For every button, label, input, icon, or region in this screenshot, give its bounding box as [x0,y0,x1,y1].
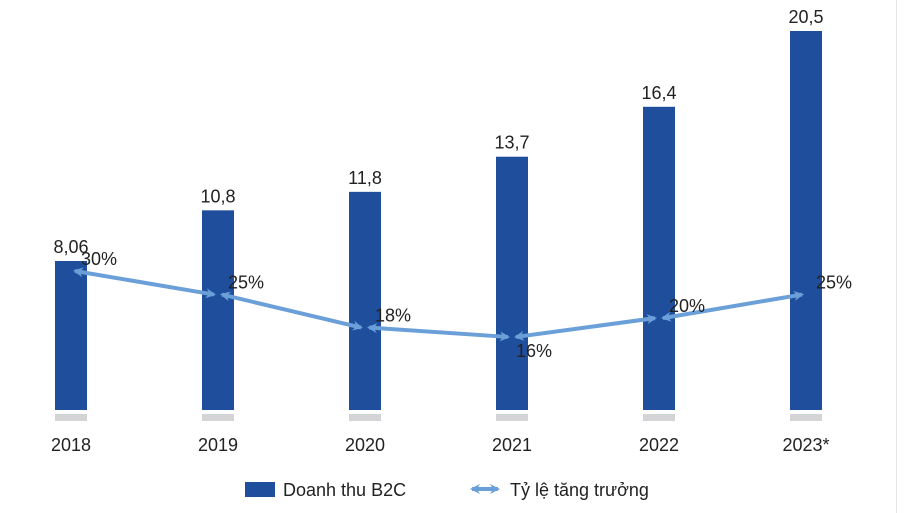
axis-tick-mark [643,414,675,421]
growth-value-label: 20% [669,296,705,316]
right-border [896,0,897,513]
bar-value-label: 13,7 [494,133,529,153]
growth-value-label: 30% [81,249,117,269]
axis-tick-mark [55,414,87,421]
bar-2020 [349,191,381,410]
axis-tick-mark [790,414,822,421]
x-tick-label: 2018 [51,435,91,455]
bar-value-label: 20,5 [788,7,823,27]
bar-value-label: 11,8 [348,168,382,188]
x-tick-label: 2023* [782,435,829,455]
bar-2022 [643,106,675,411]
x-tick-label: 2022 [639,435,679,455]
bar-2018 [55,260,87,410]
axis-tick-mark [496,414,528,421]
legend-label-line: Tỷ lệ tăng trưởng [510,480,649,500]
growth-line-segment [73,267,216,299]
growth-value-label: 16% [516,341,552,361]
bar-2023* [790,31,822,410]
growth-line-segment [220,291,363,331]
x-tick-label: 2020 [345,435,385,455]
bar-value-label: 10,8 [200,186,235,206]
legend-swatch-bar [245,482,275,497]
axis-tick-mark [349,414,381,421]
bar-value-label: 16,4 [641,83,676,103]
axis-tick-mark [202,414,234,421]
growth-line-segment [367,323,510,342]
legend-label-bar: Doanh thu B2C [283,480,406,500]
x-tick-label: 2021 [492,435,532,455]
growth-value-label: 18% [375,306,411,326]
growth-line-segment [661,290,804,322]
growth-value-label: 25% [816,273,852,293]
growth-line-segment [514,314,657,341]
bar-2019 [202,210,234,410]
growth-value-label: 25% [228,273,264,293]
x-tick-label: 2019 [198,435,238,455]
legend: Doanh thu B2C Tỷ lệ tăng trưởng [245,480,649,500]
bar-2021 [496,156,528,410]
bar-value-label: 8,06 [53,237,88,257]
